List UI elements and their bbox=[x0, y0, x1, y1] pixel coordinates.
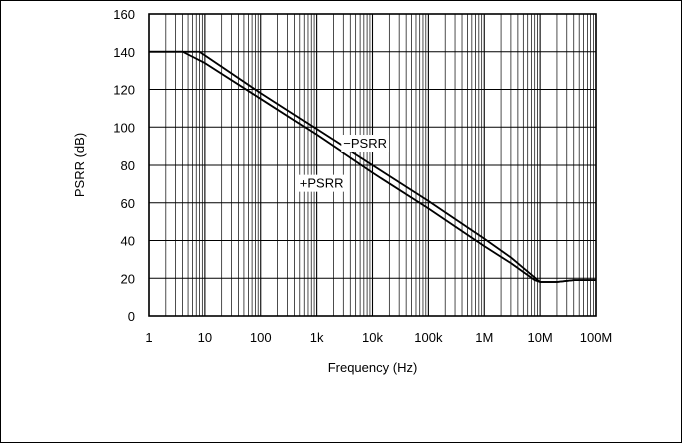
x-tick-label: 1k bbox=[310, 330, 324, 345]
x-tick-label: 10k bbox=[362, 330, 383, 345]
y-tick-label: 100 bbox=[113, 120, 135, 135]
x-tick-label: 10M bbox=[527, 330, 552, 345]
y-tick-label: 160 bbox=[113, 7, 135, 22]
x-tick-label: 100k bbox=[414, 330, 443, 345]
y-tick-label: 140 bbox=[113, 45, 135, 60]
y-axis-label: PSRR (dB) bbox=[72, 133, 87, 197]
plot-area-border bbox=[148, 13, 597, 317]
x-tick-label: 1M bbox=[475, 330, 493, 345]
series-annotations: −PSRR +PSRR bbox=[297, 135, 390, 192]
annotation-minus-psrr-bg bbox=[341, 135, 390, 153]
x-tick-label: 100M bbox=[580, 330, 613, 345]
annotation-plus-psrr-bg bbox=[297, 174, 346, 192]
series-line-plus-psrr bbox=[149, 50, 596, 283]
annotation-minus-psrr: −PSRR bbox=[343, 136, 387, 151]
x-axis-label: Frequency (Hz) bbox=[328, 360, 418, 375]
x-axis-tick-labels: 1 10 100 1k 10k 100k 1M 10M 100M bbox=[145, 330, 612, 345]
series-layer bbox=[149, 50, 596, 283]
y-tick-label: 40 bbox=[121, 234, 135, 249]
x-tick-label: 10 bbox=[198, 330, 212, 345]
y-axis-tick-labels: 0 20 40 60 80 100 120 140 160 bbox=[113, 7, 135, 324]
x-tick-label: 100 bbox=[250, 330, 272, 345]
y-tick-label: 120 bbox=[113, 83, 135, 98]
y-tick-label: 80 bbox=[121, 158, 135, 173]
y-tick-label: 60 bbox=[121, 196, 135, 211]
y-tick-label: 20 bbox=[121, 271, 135, 286]
y-tick-label: 0 bbox=[128, 309, 135, 324]
x-tick-label: 1 bbox=[145, 330, 152, 345]
annotation-plus-psrr: +PSRR bbox=[300, 176, 344, 191]
